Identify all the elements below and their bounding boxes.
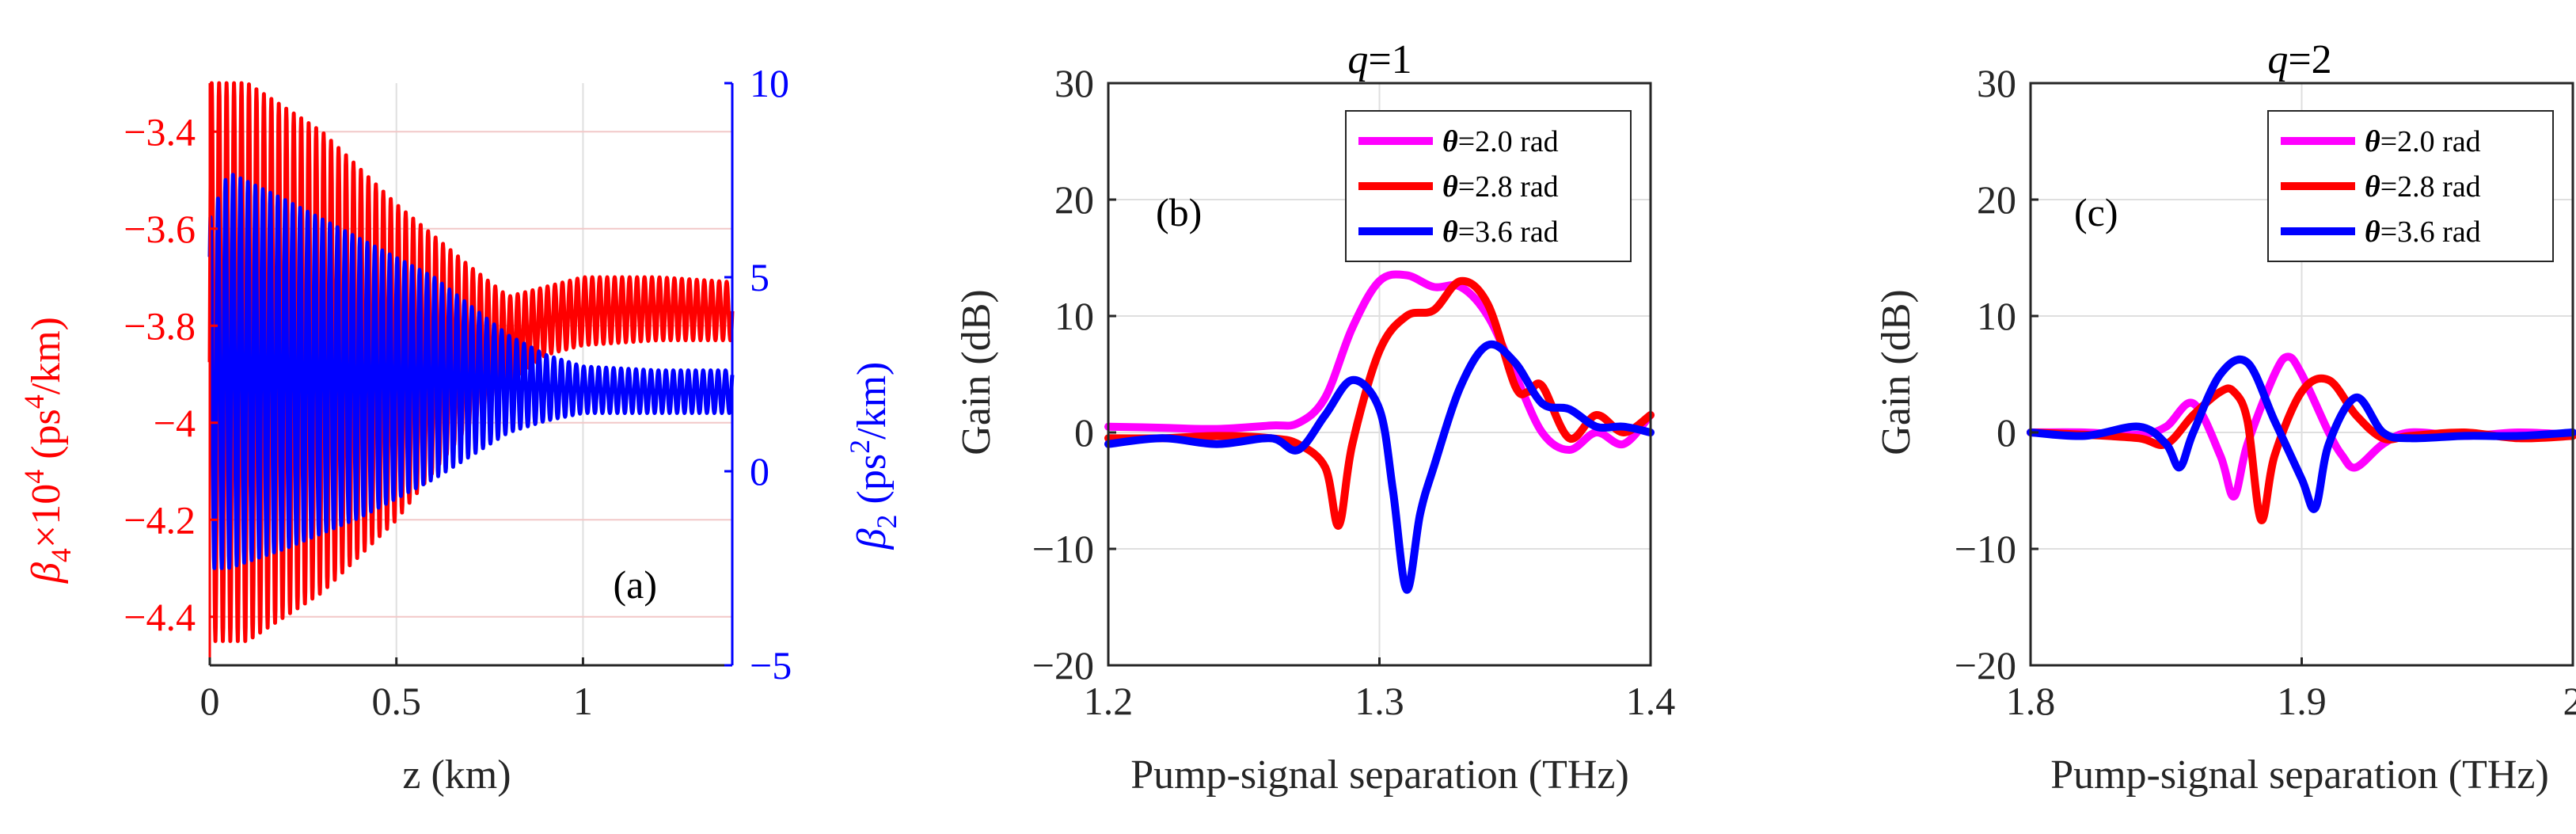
right-y-beta-symbol: β [849,528,895,550]
b-y-tick-label: 30 [1054,61,1094,105]
b-x-tick-label: 1.2 [1084,679,1134,723]
a-right-y-tick-label: 0 [750,449,769,493]
b-legend-label-theta-3-6: θ=3.6 rad [1442,215,1559,249]
a-x-tick-label: 0 [200,679,220,723]
c-series-theta-3-6-line [2027,355,2576,513]
panel-b-y-axis-label: Gain (dB) [954,289,999,455]
panel-c-series [2027,352,2576,524]
left-y-unit-text: (ps [24,409,69,470]
panel-b-title-value: =1 [1368,37,1411,82]
panel-c-label: (c) [2074,190,2118,234]
panel-c-title-variable: q [2267,37,2288,82]
b-y-tick-label: 10 [1054,294,1094,338]
a-left-y-tick-label: −3.6 [123,207,196,251]
panel-b-gain-q1: 1.2 1.3 1.4 30 20 10 0 −10 −20 q=1 (b) Pump-sig… [954,37,1675,798]
panel-b-series [1104,270,1655,594]
b-legend-label-theta-2-0: θ=2.0 rad [1442,125,1559,158]
c-legend-label-theta-2-0: θ=2.0 rad [2365,125,2481,158]
panel-c-title-value: =2 [2288,37,2331,82]
c-x-tick-label: 1.8 [2006,679,2056,723]
right-y-unit-exponent: 2 [844,440,876,454]
panel-a-left-y-axis-label: β4×104 (ps4/km) [18,317,77,584]
right-y-beta-subscript: 2 [871,514,902,528]
c-legend-label-theta-3-6: θ=3.6 rad [2365,215,2481,249]
c-y-tick-label: −20 [1955,643,2016,687]
left-y-beta-subscript: 4 [45,548,77,562]
c-y-tick-label: 10 [1977,294,2016,338]
b-y-tick-label: −10 [1032,527,1094,571]
left-y-scale-exponent: 4 [18,470,50,484]
right-y-unit-text: (ps [849,454,895,515]
panel-a-axes-frame [208,83,734,667]
panel-c-gain-q2: 1.8 1.9 2 30 20 10 0 −10 −20 q=2 (c) Pump-signa… [1874,37,2576,798]
c-x-tick-label: 2 [2563,679,2576,723]
right-y-unit-end: /km) [849,362,895,440]
a-right-y-tick-label: 10 [750,61,789,105]
a-left-y-tick-label: −4 [154,401,196,445]
c-y-tick-label: 20 [1977,177,2016,222]
panel-c-y-axis-label: Gain (dB) [1874,289,1919,455]
b-x-tick-label: 1.4 [1626,679,1676,723]
panel-a-left-y-ticks: −3.4 −3.6 −3.8 −4 −4.2 −4.4 [123,109,218,639]
b-y-tick-label: 20 [1054,177,1094,222]
left-y-scale-text: ×10 [24,484,69,548]
c-y-tick-label: 30 [1977,61,2016,105]
a-left-y-tick-label: −3.8 [123,303,196,348]
a-left-y-tick-label: −4.2 [123,497,196,542]
panel-b-y-ticks: 30 20 10 0 −10 −20 [1032,61,1116,687]
b-legend-label-theta-2-8: θ=2.8 rad [1442,170,1559,204]
left-y-unit-exponent: 4 [18,394,50,409]
c-x-tick-label: 1.9 [2277,679,2327,723]
left-y-beta-symbol: β [24,562,69,584]
panel-c-x-ticks: 1.8 1.9 2 [2006,657,2576,723]
panel-c-x-axis-label: Pump-signal separation (THz) [2050,752,2549,798]
panel-b-x-ticks: 1.2 1.3 1.4 [1084,657,1676,723]
c-y-tick-label: −10 [1955,527,2016,571]
a-right-y-tick-label: −5 [750,643,792,687]
panel-a-series [207,81,735,643]
a-x-tick-label: 1 [573,679,593,723]
b-y-tick-label: 0 [1074,410,1094,455]
a-x-tick-label: 0.5 [371,679,421,723]
panel-c-y-ticks: 30 20 10 0 −10 −20 [1955,61,2038,687]
panel-c-title: q=2 [2267,37,2331,82]
panel-a-label: (a) [614,562,658,607]
a-series-beta2-line [207,173,735,570]
panel-a-right-y-axis-label: β2 (ps2/km) [844,362,902,550]
b-series-theta-3-6-line [1104,340,1655,594]
a-left-y-tick-label: −4.4 [123,595,196,639]
panel-b-x-axis-label: Pump-signal separation (THz) [1130,752,1629,798]
c-y-tick-label: 0 [1997,410,2016,455]
panel-a-right-y-ticks: 10 5 0 −5 [724,61,792,687]
panel-b-legend: θ=2.0 rad θ=2.8 rad θ=3.6 rad [1345,110,1632,262]
b-x-tick-label: 1.3 [1354,679,1404,723]
panel-b-title-variable: q [1347,37,1368,82]
left-y-unit-end: /km) [24,317,69,394]
b-series-theta-2-0-line [1104,270,1655,454]
panel-b-title: q=1 [1347,37,1411,82]
panel-a-x-ticks: 0 0.5 1 [200,657,593,723]
a-right-y-tick-label: 5 [750,255,769,299]
c-legend-label-theta-2-8: θ=2.8 rad [2365,170,2481,204]
a-left-y-tick-label: −3.4 [123,109,196,154]
panel-a-x-axis-label: z (km) [402,752,511,798]
panel-b-label: (b) [1156,190,1202,234]
b-y-tick-label: −20 [1032,643,1094,687]
panel-c-legend: θ=2.0 rad θ=2.8 rad θ=3.6 rad [2267,110,2554,262]
